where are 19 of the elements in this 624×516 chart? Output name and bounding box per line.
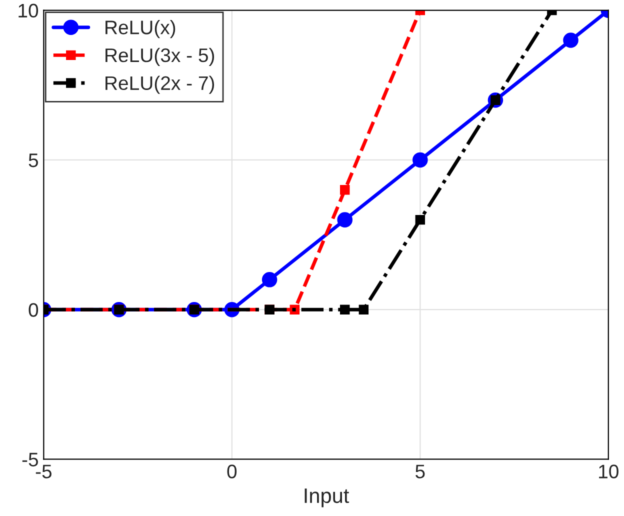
y-tick-label: 10 [18,4,38,18]
x-tick-label: 10 [599,464,618,478]
point [340,185,350,195]
y-tick-label: -5 [22,452,38,466]
point [340,304,350,314]
point [358,304,369,314]
legend-label: ReLU(2x - 7) [106,76,214,94]
point [563,32,578,48]
point [337,212,353,228]
point [415,214,426,225]
x-tick-label: 0 [227,464,237,478]
x-tick-label: 5 [416,464,425,478]
point [412,152,428,168]
point [262,272,278,288]
x-axis-title: Input [304,488,350,508]
y-tick-label: 0 [28,303,38,317]
legend-label: ReLU(3x - 5) [106,48,214,66]
y-tick-label: 5 [28,154,38,168]
legend-label: ReLU(x) [106,20,176,38]
